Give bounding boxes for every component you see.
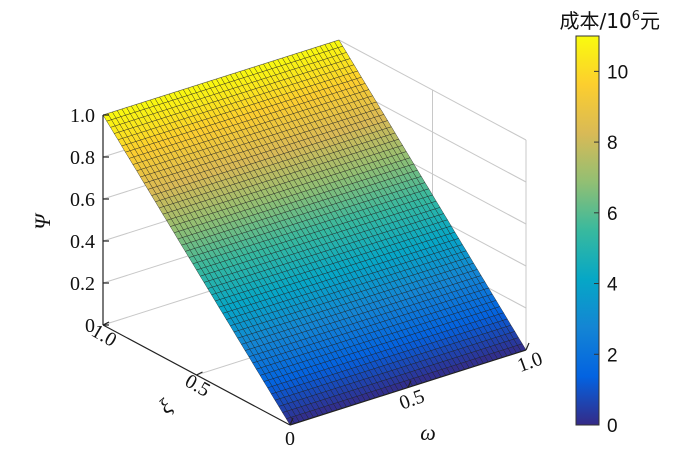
colorbar-title-suffix: 元 — [640, 9, 660, 33]
y-axis-label: ξ — [154, 393, 178, 419]
y-tick-mark — [196, 371, 203, 376]
colorbar-ticks: 0 2 4 6 8 10 — [594, 62, 628, 437]
colorbar-title: 成本/106元 — [560, 9, 660, 33]
x-axis-label: ω — [420, 420, 436, 445]
colorbar-tick-label: 0 — [607, 416, 618, 437]
colorbar-title-main: 成本/10 — [560, 9, 632, 33]
z-tick-label: 0.6 — [70, 189, 95, 211]
x-tick-mark — [289, 417, 294, 426]
colorbar-title-sup: 6 — [632, 9, 640, 24]
colorbar-tick-label: 2 — [607, 345, 618, 366]
colorbar-tick-label: 6 — [607, 204, 618, 225]
y-tick-mark — [102, 321, 110, 326]
x-tick-mark — [525, 342, 530, 351]
z-tick-label: 0.8 — [70, 147, 95, 169]
y-tick-label: 0.5 — [181, 370, 214, 402]
x-tick-mark — [407, 380, 412, 388]
z-tick-label: 1.0 — [70, 105, 95, 127]
colorbar-tick-label: 8 — [607, 133, 618, 154]
colorbar-gradient — [575, 35, 600, 426]
z-tick-label: 0 — [85, 315, 95, 337]
z-tick-label: 0.4 — [70, 231, 95, 253]
colorbar-tick-label: 4 — [607, 275, 618, 296]
z-tick-label: 0.2 — [70, 273, 95, 295]
x-tick-label: 0 — [285, 428, 295, 450]
colorbar-tick-label: 10 — [607, 62, 628, 83]
surface-plot — [102, 39, 527, 426]
z-axis-label: Ψ — [30, 212, 55, 230]
